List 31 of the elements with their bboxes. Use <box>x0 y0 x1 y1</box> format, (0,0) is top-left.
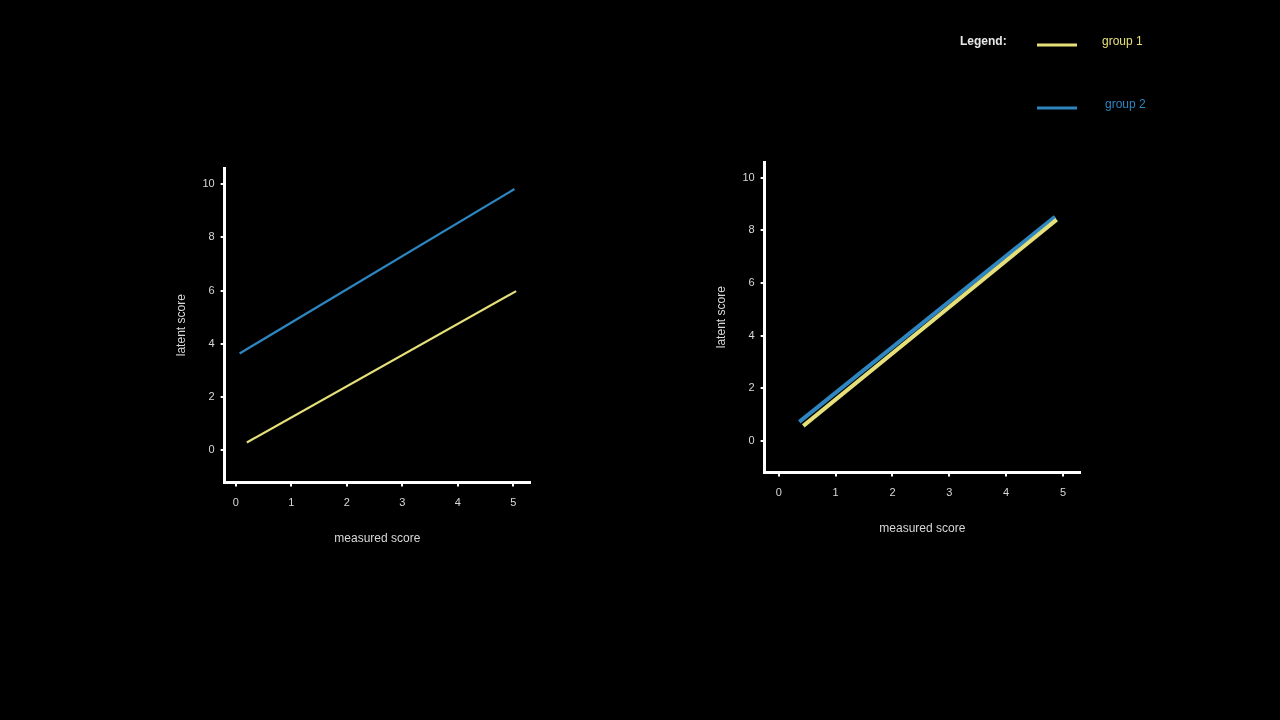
x-tick-label: 3 <box>946 486 953 499</box>
x-tick-label: 0 <box>232 496 239 509</box>
x-tick-label: 1 <box>288 496 295 509</box>
legend-title: Legend: <box>960 34 1007 49</box>
y-tick-label: 8 <box>208 230 215 243</box>
x-axis-title: measured score <box>334 531 421 546</box>
y-axis-title: latent score <box>713 285 728 349</box>
y-tick-label: 4 <box>208 336 215 349</box>
y-tick-label: 10 <box>202 177 215 190</box>
y-axis-title: latent score <box>173 293 188 357</box>
x-tick-label: 4 <box>454 496 461 509</box>
y-tick-label: 0 <box>748 433 755 446</box>
x-tick-label: 5 <box>510 496 517 509</box>
legend-label: group 2 <box>1105 97 1147 112</box>
y-tick-label: 6 <box>748 276 755 289</box>
y-tick-label: 0 <box>208 443 215 456</box>
x-axis-title: measured score <box>879 521 966 536</box>
x-tick-label: 4 <box>1003 486 1010 499</box>
y-tick-label: 6 <box>208 283 215 296</box>
x-tick-label: 0 <box>775 486 782 499</box>
x-tick-label: 3 <box>399 496 406 509</box>
legend-label: group 1 <box>1102 34 1144 49</box>
y-tick-label: 2 <box>208 390 215 403</box>
y-tick-label: 8 <box>748 223 755 236</box>
x-tick-label: 2 <box>343 496 350 509</box>
x-tick-label: 2 <box>889 486 896 499</box>
y-tick-label: 2 <box>748 381 755 394</box>
y-tick-label: 4 <box>748 328 755 341</box>
y-tick-label: 10 <box>742 170 755 183</box>
x-tick-label: 1 <box>832 486 839 499</box>
x-tick-label: 5 <box>1059 486 1067 499</box>
